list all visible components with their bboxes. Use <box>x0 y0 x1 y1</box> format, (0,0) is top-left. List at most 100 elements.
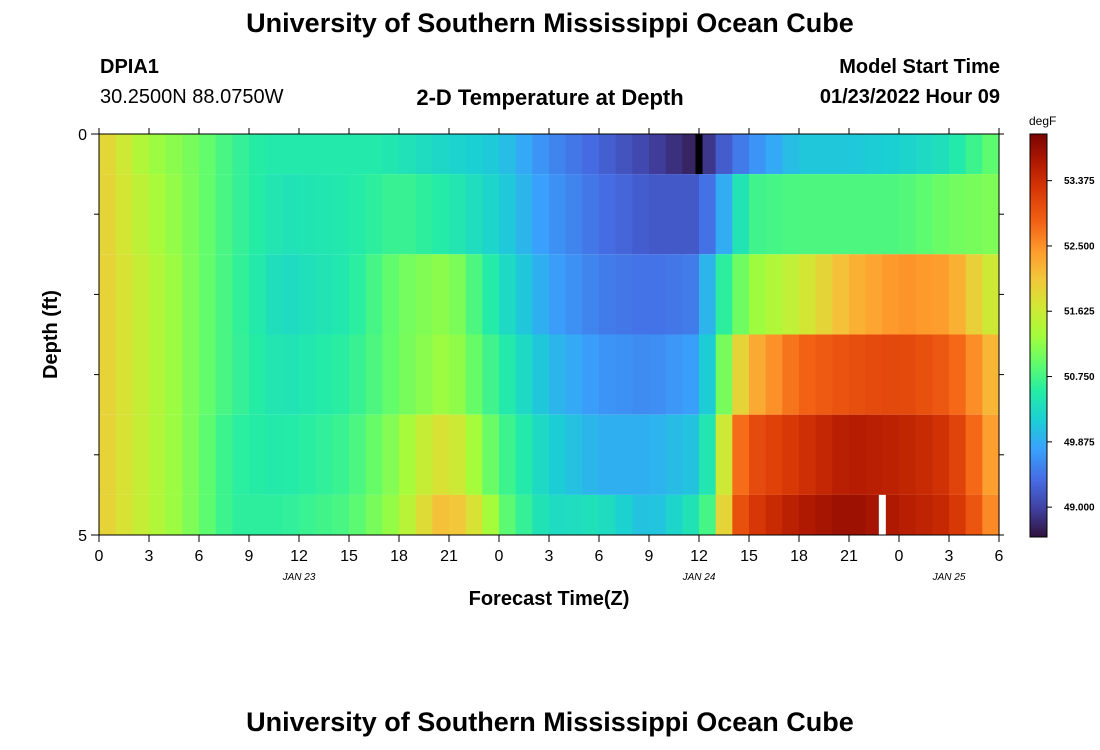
x-tick-label: 6 <box>195 548 204 565</box>
heatmap-cell <box>915 254 933 335</box>
heatmap-cell <box>532 174 550 255</box>
heatmap-cell <box>365 134 383 175</box>
heatmap-cell <box>199 134 217 175</box>
heatmap-cell <box>882 334 900 415</box>
heatmap-cell <box>532 414 550 495</box>
heatmap-cell <box>815 254 833 335</box>
heatmap-cell <box>449 134 467 175</box>
heatmap-cell <box>465 494 483 535</box>
heatmap-cell <box>782 134 800 175</box>
heatmap-cell <box>449 494 467 535</box>
heatmap-cell <box>99 494 117 535</box>
heatmap-cell <box>549 174 567 255</box>
heatmap-cell <box>865 174 883 255</box>
heatmap-cell <box>882 494 900 535</box>
heatmap-cell <box>315 334 333 415</box>
heatmap-cell <box>965 334 983 415</box>
heatmap-cell <box>132 414 150 495</box>
heatmap-cell <box>932 414 950 495</box>
heatmap-cell <box>599 134 617 175</box>
heatmap-cell <box>432 254 450 335</box>
heatmap-cell <box>482 254 500 335</box>
heatmap-cell <box>565 494 583 535</box>
heatmap-cell <box>599 494 617 535</box>
heatmap-cell <box>332 174 350 255</box>
heatmap-cell <box>499 254 517 335</box>
x-axis-label: Forecast Time(Z) <box>469 588 630 610</box>
x-date-label: JAN 23 <box>282 572 316 583</box>
colorbar-unit-label: degF <box>1029 114 1057 128</box>
heatmap-cell <box>532 254 550 335</box>
heatmap-cell <box>149 414 167 495</box>
heatmap-cell <box>499 174 517 255</box>
heatmap-cell <box>232 414 250 495</box>
heatmap-cell <box>715 334 733 415</box>
heatmap-cell <box>315 174 333 255</box>
heatmap-cell <box>682 494 700 535</box>
heatmap-cell <box>365 494 383 535</box>
heatmap-cell <box>915 174 933 255</box>
heatmap-cell <box>365 174 383 255</box>
temperature-heatmap-chart: 0 3 6 9 12 15 18 21 0 3 6 9 12 15 18 21 0 3 6 JAN 23 JAN 24 J… <box>40 127 1095 610</box>
heatmap-cell <box>465 134 483 175</box>
heatmap-cell <box>332 254 350 335</box>
heatmap-cell <box>815 494 833 535</box>
heatmap-cell <box>382 254 400 335</box>
heatmap-cell <box>415 134 433 175</box>
heatmap-cell <box>382 134 400 175</box>
heatmap-cell <box>765 174 783 255</box>
heatmap-cell <box>849 334 867 415</box>
heatmap-cell <box>982 414 1000 495</box>
heatmap-cell <box>682 174 700 255</box>
heatmap-cell <box>965 134 983 175</box>
heatmap-cell <box>782 334 800 415</box>
station-coordinates: 30.2500N 88.0750W <box>100 86 284 108</box>
heatmap-cell <box>665 254 683 335</box>
heatmap-cell <box>449 414 467 495</box>
heatmap-cell <box>832 134 850 175</box>
heatmap-cell <box>632 334 650 415</box>
x-tick-label: 9 <box>245 548 254 565</box>
heatmap-cell <box>299 494 317 535</box>
heatmap-cell <box>482 174 500 255</box>
heatmap-cell <box>432 494 450 535</box>
heatmap-cell <box>515 174 533 255</box>
heatmap-cell <box>232 174 250 255</box>
heatmap-cell <box>799 414 817 495</box>
page-title: University of Southern Mississippi Ocean… <box>246 8 854 38</box>
heatmap-cell <box>649 174 667 255</box>
heatmap-cell <box>582 494 600 535</box>
heatmap-cell <box>882 414 900 495</box>
heatmap-cell <box>365 254 383 335</box>
heatmap-cell <box>199 334 217 415</box>
heatmap-cell <box>215 414 233 495</box>
heatmap-cell <box>699 254 717 335</box>
heatmap-cell <box>615 174 633 255</box>
heatmap-cell <box>849 414 867 495</box>
heatmap-cell <box>232 254 250 335</box>
heatmap-cell <box>465 334 483 415</box>
heatmap-cell <box>149 254 167 335</box>
heatmap-cell <box>649 414 667 495</box>
y-axis: 05 <box>78 127 1004 545</box>
heatmap-cell <box>149 174 167 255</box>
x-tick-label: 18 <box>390 548 408 565</box>
heatmap-cell <box>865 414 883 495</box>
heatmap-cells <box>99 134 1000 535</box>
heatmap-cell <box>582 414 600 495</box>
heatmap-cell <box>265 414 283 495</box>
x-axis: 0 3 6 9 12 15 18 21 0 3 6 9 12 15 18 21 0 3 6 JAN 23 JAN 24 J… <box>95 128 1004 583</box>
heatmap-cell <box>415 334 433 415</box>
heatmap-cell <box>982 254 1000 335</box>
heatmap-cell <box>499 494 517 535</box>
heatmap-cell <box>765 134 783 175</box>
x-tick-label: 6 <box>995 548 1004 565</box>
heatmap-cell <box>332 414 350 495</box>
heatmap-cell <box>482 494 500 535</box>
heatmap-cell <box>165 494 183 535</box>
heatmap-cell <box>849 494 867 535</box>
heatmap-cell <box>282 494 300 535</box>
heatmap-cell <box>882 174 900 255</box>
heatmap-cell <box>382 414 400 495</box>
heatmap-cell <box>115 174 133 255</box>
